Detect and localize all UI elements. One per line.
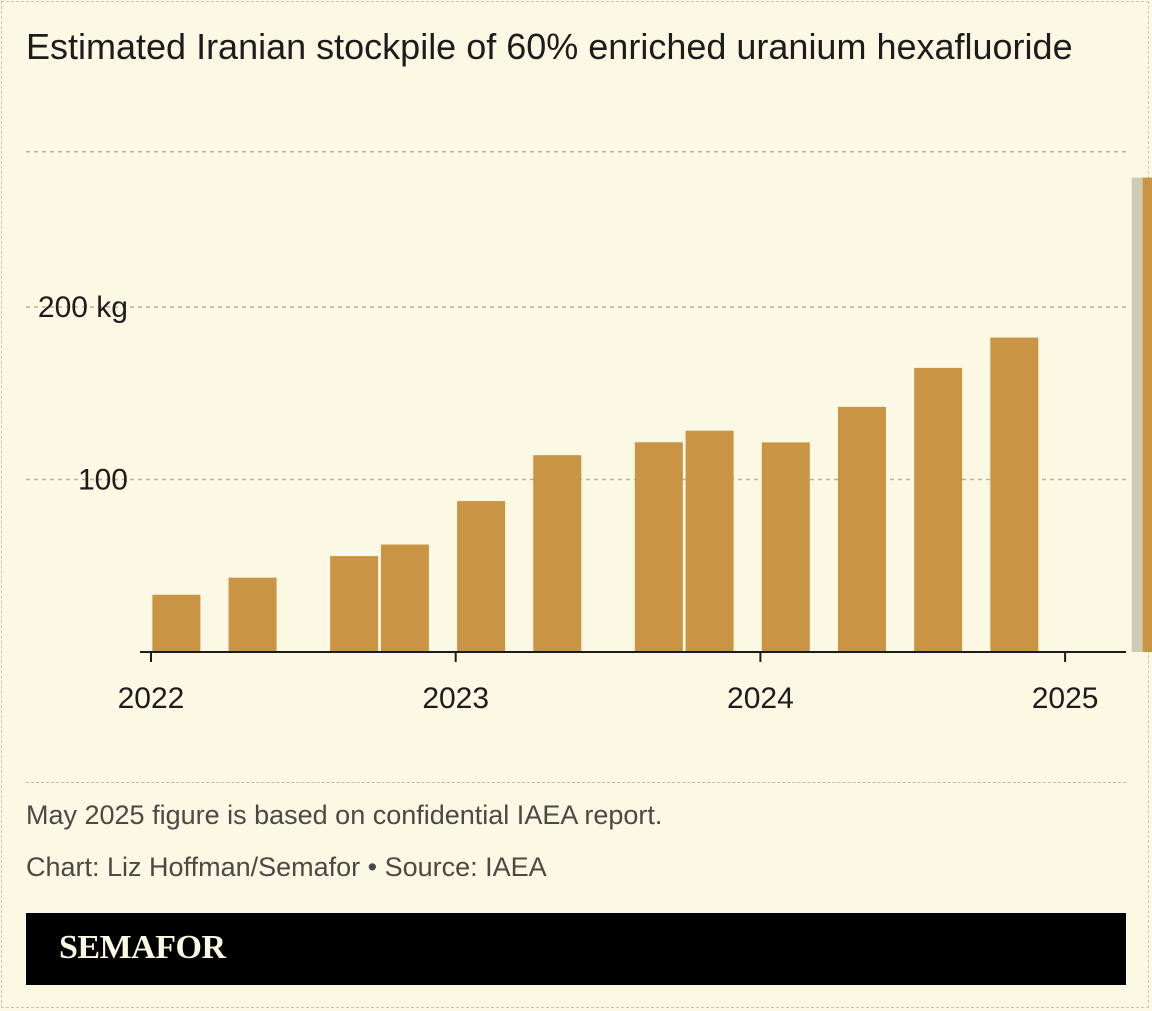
chart-title: Estimated Iranian stockpile of 60% enric…	[26, 26, 1073, 67]
bar-may-2025	[1142, 177, 1152, 652]
bar-aug-2024	[914, 367, 963, 652]
chart-note: May 2025 figure is based on confidential…	[26, 800, 663, 830]
bar-nov-2024	[990, 337, 1039, 652]
bar-feb-2024	[761, 442, 810, 652]
brand-bar: SEMAFOR	[26, 913, 1126, 985]
tick-labels: 100 200 kg 2022 2023 2024 2025	[38, 291, 1099, 715]
semafor-logo: SEMAFOR	[59, 929, 226, 966]
bar-may-2024	[837, 406, 886, 652]
bar-nov-2023	[685, 430, 734, 652]
footer-divider	[26, 782, 1126, 783]
x-tick-label-2025: 2025	[1032, 682, 1099, 715]
x-tick-label-2022: 2022	[118, 682, 185, 715]
bar-nov-2022	[380, 544, 429, 652]
bar-sep-2023	[634, 442, 683, 652]
y-tick-label-0: 100	[78, 464, 128, 497]
x-tick-label-2023: 2023	[422, 682, 489, 715]
bar-may-2022	[228, 577, 277, 652]
y-tick-label-1: 200 kg	[38, 291, 128, 324]
bars	[152, 177, 1152, 652]
x-tick-label-2024: 2024	[727, 682, 794, 715]
bar-may-2023	[533, 455, 582, 652]
x-axis	[140, 651, 1126, 662]
bar-feb-2023	[457, 501, 506, 652]
bar-sep-2022	[330, 556, 379, 652]
bar-feb-2022	[152, 594, 201, 652]
bar-chart: 100 200 kg 2022 2023 2024 2025	[26, 151, 1152, 715]
chart-credit: Chart: Liz Hoffman/Semafor • Source: IAE…	[26, 852, 547, 882]
